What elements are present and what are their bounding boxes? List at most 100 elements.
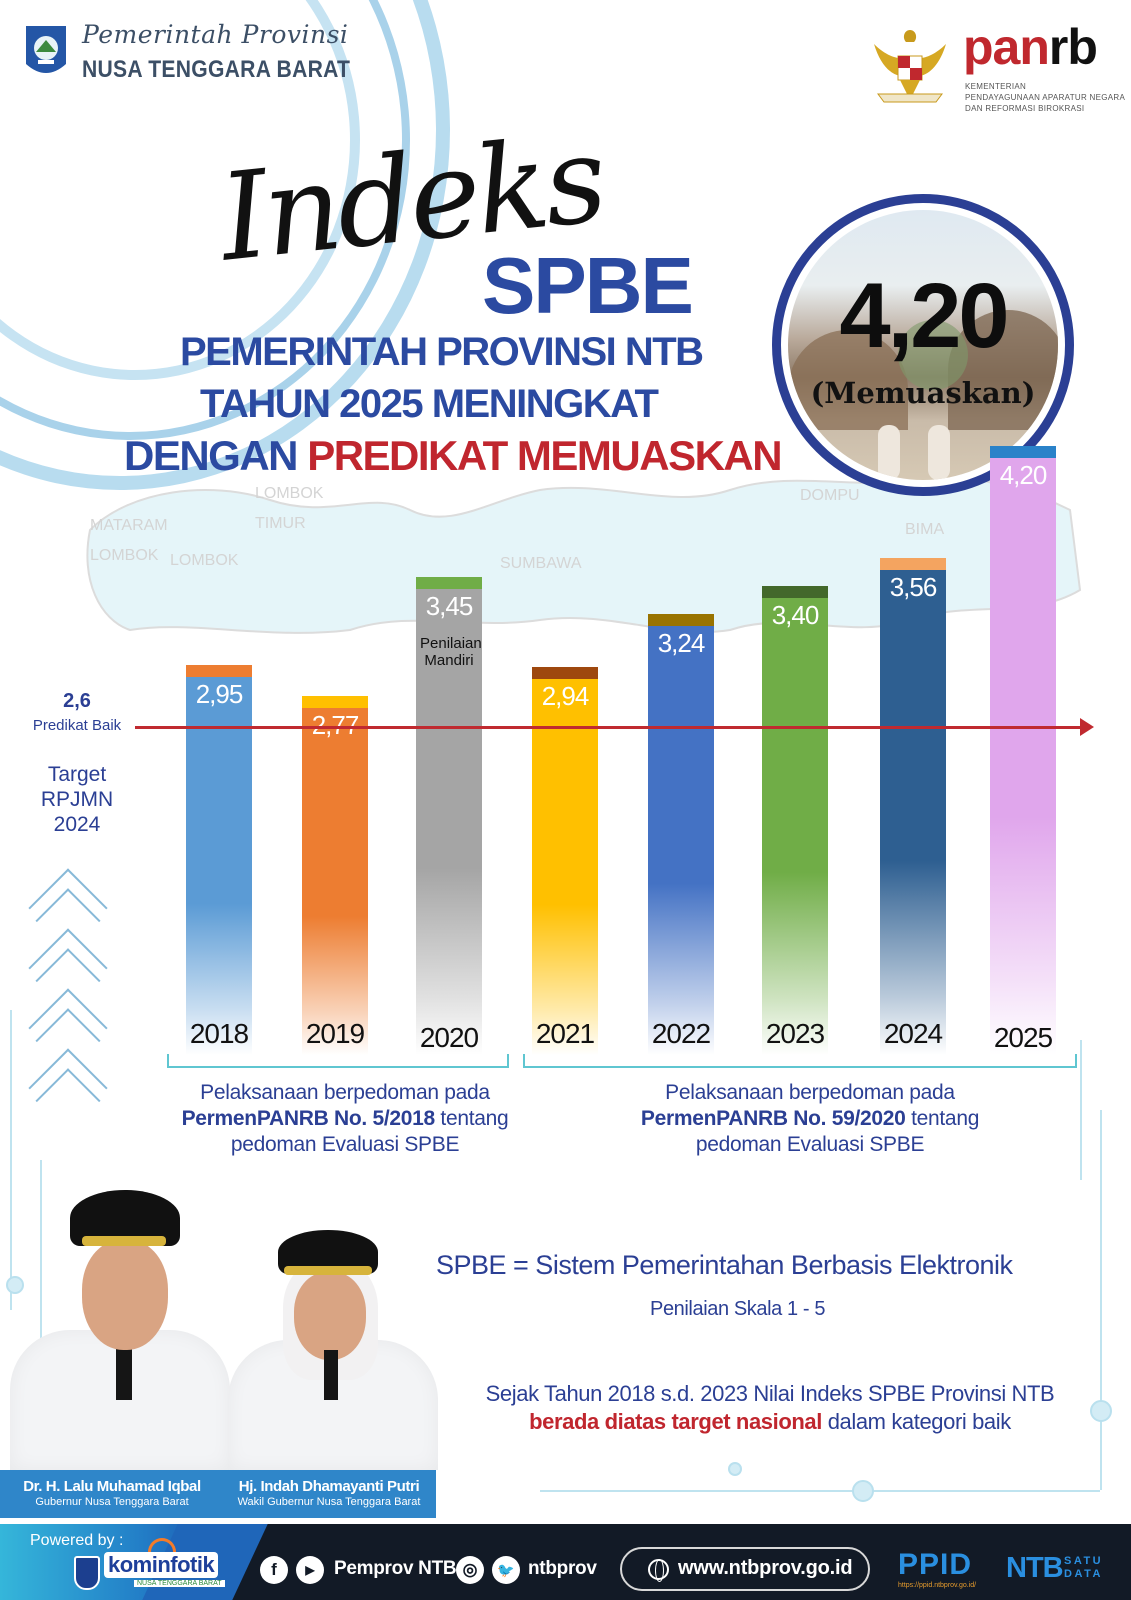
regulation-name: PermenPANRB No. 5/2018 <box>181 1107 436 1130</box>
bar-value: 2,77 <box>311 710 360 740</box>
arrow-right-icon <box>1080 718 1094 736</box>
period-text: Pelaksanaan berpedoman pada <box>665 1081 955 1104</box>
facebook-icon[interactable]: f <box>260 1556 288 1584</box>
decor-circuit-node <box>852 1480 874 1502</box>
garuda-emblem-icon <box>874 30 946 103</box>
decor-circuit <box>540 1490 1100 1492</box>
official-role: Wakil Gubernur Nusa Tenggara Barat <box>237 1496 421 1508</box>
target-value: 2,6 <box>63 690 91 712</box>
year-label-2024: 2024 <box>883 1018 943 1049</box>
decor-circuit <box>1100 1110 1102 1490</box>
year-label-2025: 2025 <box>993 1022 1053 1053</box>
svg-text:LOMBOK: LOMBOK <box>90 547 159 564</box>
year-label-2021: 2021 <box>535 1018 595 1049</box>
youtube-icon[interactable]: ▶ <box>296 1556 324 1584</box>
data-label: DATA <box>1064 1568 1103 1580</box>
ppid-logo[interactable]: PPID <box>898 1548 973 1581</box>
bar-value: 3,40 <box>771 600 820 630</box>
bar-value: 4,20 <box>999 460 1048 490</box>
bar-cap <box>990 446 1056 458</box>
title-line-3-prefix: DENGAN <box>124 432 299 479</box>
powered-by-label: Powered by : <box>30 1532 124 1549</box>
ppid-url: https://ppid.ntbprov.go.id/ <box>898 1582 977 1589</box>
target-label-line: RPJMN <box>40 788 114 811</box>
svg-text:LOMBOK: LOMBOK <box>255 485 324 502</box>
period-description: Pelaksanaan berpedoman pada PermenPANRB … <box>595 1080 1025 1158</box>
kominfotik-emblem-icon <box>74 1556 100 1590</box>
bar-2022: 3,24 <box>648 614 714 1055</box>
decor-circuit <box>40 1160 42 1360</box>
period-text: Pelaksanaan berpedoman pada <box>200 1081 490 1104</box>
period-text: pedoman Evaluasi SPBE <box>695 1133 925 1156</box>
bar-cap <box>880 558 946 570</box>
bar-2025: 4,20 <box>990 446 1056 1055</box>
twitter-icon[interactable]: 🐦 <box>492 1556 520 1584</box>
bar-body <box>186 677 252 1055</box>
official-name: Dr. H. Lalu Muhamad Iqbal <box>23 1478 201 1495</box>
year-label-2023: 2023 <box>765 1018 825 1049</box>
period-bracket <box>167 1054 509 1068</box>
official-name: Hj. Indah Dhamayanti Putri <box>238 1478 420 1495</box>
target-label-line: Target <box>47 763 107 786</box>
period-text: PermenPANRB No. 5/2018 tentang <box>160 1106 530 1132</box>
period-text: PermenPANRB No. 59/2020 tentang <box>595 1106 1025 1132</box>
officials-namebar <box>0 1470 436 1518</box>
summary-line: berada diatas target nasional dalam kate… <box>440 1408 1100 1436</box>
title-line-1: PEMERINTAH PROVINSI NTB <box>180 330 704 374</box>
score-predicate: (Memuaskan) <box>810 376 1036 410</box>
svg-text:SUMBAWA: SUMBAWA <box>500 555 582 572</box>
province-name-label: NUSA TENGGARA BARAT <box>82 56 351 83</box>
official-photo-vice-governor <box>228 1230 438 1470</box>
website-url[interactable]: www.ntbprov.go.id <box>678 1557 853 1579</box>
svg-text:MATARAM: MATARAM <box>90 517 168 534</box>
chevron-up-icon <box>28 1048 108 1128</box>
bar-cap <box>186 665 252 677</box>
bar-body <box>416 589 482 1055</box>
year-label-2019: 2019 <box>305 1018 365 1049</box>
kominfotik-logo[interactable]: kominfotik <box>104 1552 219 1578</box>
social-handle-pemprov[interactable]: Pemprov NTB <box>334 1558 457 1579</box>
score-badge-photo <box>788 210 1058 480</box>
summary-line: Sejak Tahun 2018 s.d. 2023 Nilai Indeks … <box>485 1381 1055 1406</box>
decor-circuit <box>1080 1040 1082 1180</box>
bar-cap <box>648 614 714 626</box>
ntb-province-emblem-icon <box>26 26 66 73</box>
ntb-satu-data-logo[interactable]: NTB <box>1006 1552 1064 1584</box>
bar-value: 3,45 <box>425 591 474 621</box>
social-handle-ntbprov[interactable]: ntbprov <box>528 1558 597 1579</box>
title-main-word: SPBE <box>482 241 694 330</box>
bar-2023: 3,40 <box>762 586 828 1055</box>
globe-icon <box>648 1559 669 1582</box>
spbe-definition: SPBE = Sistem Pemerintahan Berbasis Elek… <box>436 1250 1013 1280</box>
bar-annotation: Penilaian Mandiri <box>420 635 482 669</box>
bar-2018: 2,95 <box>186 665 252 1055</box>
svg-text:DOMPU: DOMPU <box>800 487 860 504</box>
svg-text:BIMA: BIMA <box>905 521 944 538</box>
target-reference-line <box>135 726 1085 729</box>
panrb-wordmark: panrb <box>963 18 1098 76</box>
bar-2021: 2,94 <box>532 667 598 1055</box>
province-script-label: Pemerintah Provinsi <box>82 20 349 49</box>
period-text-post: tentang <box>911 1107 980 1130</box>
bar-2019: 2,77 <box>302 696 368 1055</box>
period-description: Pelaksanaan berpedoman pada PermenPANRB … <box>160 1080 530 1158</box>
summary-tail: dalam kategori baik <box>827 1409 1012 1434</box>
bar-cap <box>416 577 482 589</box>
bar-body <box>990 458 1056 1055</box>
instagram-icon[interactable]: ◎ <box>456 1556 484 1584</box>
period-text-post: tentang <box>440 1107 509 1130</box>
target-label-line: 2024 <box>53 813 101 836</box>
bar-body <box>302 708 368 1055</box>
title-line-2: TAHUN 2025 MENINGKAT <box>200 382 659 426</box>
ntb-satu-data-sub: SATU DATA <box>1064 1555 1103 1581</box>
assessment-scale: Penilaian Skala 1 - 5 <box>650 1298 826 1320</box>
bar-value: 2,95 <box>195 679 244 709</box>
decor-arc <box>0 0 360 380</box>
target-predicate: Predikat Baik <box>32 717 122 734</box>
official-caption: Hj. Indah Dhamayanti Putri Wakil Gubernu… <box>222 1478 436 1508</box>
summary-highlight: berada diatas target nasional <box>529 1409 822 1434</box>
decor-circuit-node <box>728 1462 742 1476</box>
panrb-rb: rb <box>1048 19 1098 75</box>
year-label-2020: 2020 <box>419 1022 479 1053</box>
website-link[interactable] <box>620 1547 870 1591</box>
